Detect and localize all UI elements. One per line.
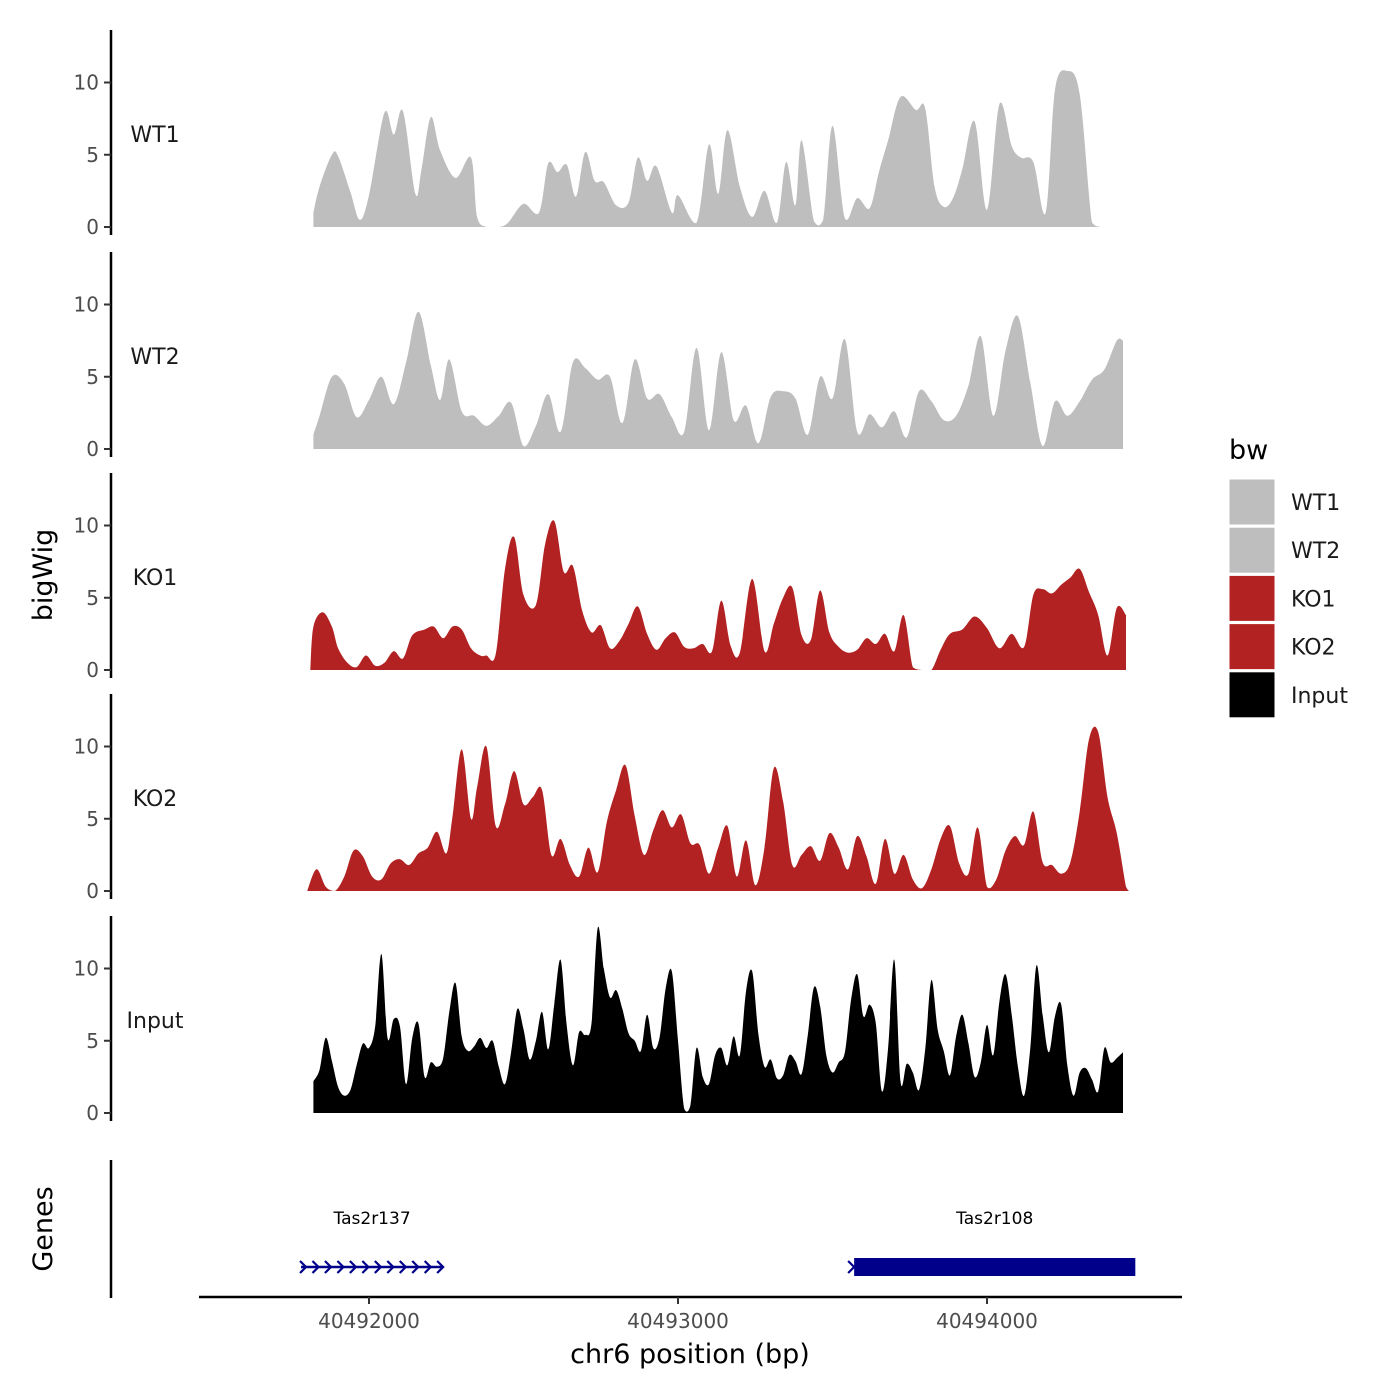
gene-tas2r108-body [854, 1258, 1136, 1276]
track-wt2-coverage-area [313, 311, 1123, 449]
gene-tas2r108-label: Tas2r108 [955, 1209, 1033, 1229]
gene-tas2r137-strand-arrow [374, 1260, 383, 1274]
legend-swatch-wt2 [1228, 526, 1276, 574]
gene-tas2r137-strand-arrow [361, 1260, 370, 1274]
track-ko2: 0 5 10 KO2 [74, 694, 1130, 903]
x-axis: 40492000 40493000 40494000 chr6 position (… [199, 1295, 1182, 1370]
gene-tas2r137-strand-arrow [311, 1260, 321, 1274]
track-ko1-y-tick-label-10: 10 [74, 514, 99, 538]
legend-label-wt1: WT1 [1291, 491, 1340, 516]
track-input-coverage-area [313, 926, 1123, 1113]
gene-panel: Genes Tas2r137 Tas2r108 [28, 1160, 1136, 1298]
x-ticks-layer: 40492000 40493000 40494000 [318, 1297, 1038, 1333]
legend-label-wt2: WT2 [1291, 539, 1340, 564]
track-ko2-y-tick-label-10: 10 [74, 735, 99, 759]
gene-tas2r137-strand-arrow [386, 1260, 395, 1274]
gene-tas2r137-strand-arrow [336, 1260, 345, 1274]
legend-label-ko1: KO1 [1291, 587, 1336, 612]
track-wt2-label: WT2 [130, 345, 179, 370]
track-input-label: Input [127, 1009, 184, 1034]
track-input-y-tick-label-10: 10 [74, 957, 99, 981]
track-wt1-y-tick-label-5: 5 [86, 143, 99, 167]
legend-swatch-wt1 [1228, 478, 1276, 526]
legend-entries: WT1 WT2 KO1 KO2 Input [1228, 478, 1348, 719]
gene-panel-label: Genes [28, 1186, 59, 1271]
legend-swatch-ko2 [1228, 623, 1276, 671]
gene-tas2r108-strand-arrow [847, 1260, 856, 1274]
track-ko1-label: KO1 [133, 566, 178, 591]
track-wt1: 0 5 10 WT1 [74, 30, 1126, 239]
track-wt1-y-tick-label-10: 10 [74, 71, 99, 95]
x-axis-title: chr6 position (bp) [570, 1339, 810, 1370]
genes-layer: Tas2r137 Tas2r108 [299, 1209, 1136, 1276]
track-input-y-tick-label-0: 0 [86, 1101, 99, 1125]
track-ko2-coverage-area [307, 726, 1130, 891]
y-axis-title: bigWig [28, 529, 59, 622]
gene-tas2r137-strand-arrow [398, 1260, 408, 1274]
x-tick-label-40493000: 40493000 [627, 1309, 729, 1333]
track-input-y-tick-label-5: 5 [86, 1029, 99, 1053]
gene-tas2r137-strand-arrow [349, 1260, 358, 1274]
track-input: 0 5 10 Input [74, 916, 1123, 1125]
track-ko1-y-tick-label-5: 5 [86, 586, 99, 610]
gene-tas2r137-label: Tas2r137 [333, 1209, 411, 1229]
track-ko1-y-tick-label-0: 0 [86, 658, 99, 682]
track-ko2-y-tick-label-0: 0 [86, 879, 99, 903]
track-wt1-label: WT1 [130, 123, 179, 148]
gene-tas2r108: Tas2r108 [847, 1209, 1136, 1276]
gene-tas2r137-strand-arrow [436, 1260, 445, 1274]
track-wt2: 0 5 10 WT2 [74, 252, 1123, 461]
x-tick-label-40492000: 40492000 [318, 1309, 420, 1333]
gene-tas2r137-strand-arrow [423, 1260, 433, 1274]
track-wt2-y-tick-label-10: 10 [74, 293, 99, 317]
track-ko2-y-tick-label-5: 5 [86, 807, 99, 831]
track-wt2-y-tick-label-5: 5 [86, 365, 99, 389]
legend-title: bw [1229, 435, 1268, 466]
legend-swatch-input [1228, 671, 1276, 719]
legend-label-input: Input [1291, 684, 1348, 709]
legend-label-ko2: KO2 [1291, 636, 1336, 661]
track-wt1-y-tick-label-0: 0 [86, 215, 99, 239]
track-wt2-y-tick-label-0: 0 [86, 437, 99, 461]
gene-tas2r137-strand-arrow [324, 1260, 333, 1274]
legend-swatch-ko1 [1228, 574, 1276, 622]
gene-tas2r137-strand-arrow [411, 1260, 420, 1274]
x-tick-label-40494000: 40494000 [936, 1309, 1038, 1333]
gene-tas2r137: Tas2r137 [299, 1209, 445, 1274]
track-wt1-coverage-area [313, 70, 1126, 227]
track-ko2-label: KO2 [133, 787, 178, 812]
track-ko1: 0 5 10 KO1 [74, 473, 1126, 682]
tracks-layer: 0 5 10 WT1 0 5 10 WT2 0 5 10 KO1 0 5 10 KO2 0 5 10 Input [74, 30, 1130, 1125]
legend: bw WT1 WT2 KO1 KO2 Input [1228, 435, 1348, 719]
track-ko1-coverage-area [310, 520, 1126, 670]
gene-tas2r137-strand-arrow [299, 1260, 308, 1274]
